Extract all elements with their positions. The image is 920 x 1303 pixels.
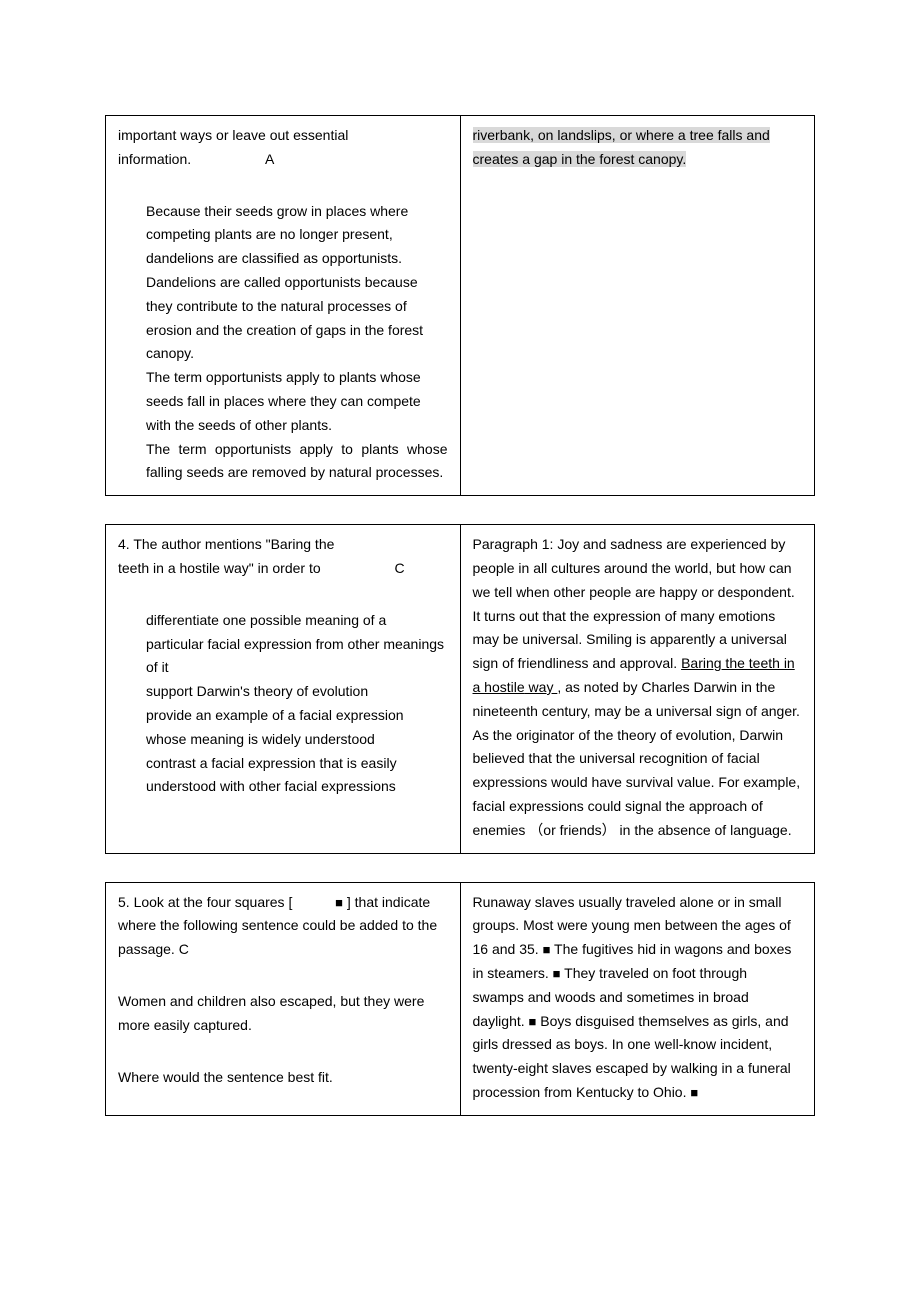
q5-inject-question: Where would the sentence best fit. [118,1066,448,1090]
q4-stem-line2: teeth in a hostile way" in order to C [118,557,448,581]
q3-option-b[interactable]: Dandelions are called opportunists becau… [146,271,448,366]
q4-option-c[interactable]: provide an example of a facial expressio… [146,704,448,752]
q5-passage: Runaway slaves usually traveled alone or… [473,891,803,1105]
q3-option-d[interactable]: The term opportunists apply to plants wh… [146,438,448,486]
q3-answer-letter: A [265,148,274,172]
question-5-left: 5. Look at the four squares [ ■ ] that i… [106,883,461,1115]
square-icon: ■ [335,895,343,910]
q5-stem: 5. Look at the four squares [ ■ ] that i… [118,891,448,962]
question-4-right: Paragraph 1: Joy and sadness are experie… [461,525,815,852]
q4-option-a[interactable]: differentiate one possible meaning of a … [146,609,448,680]
q5-stem-a: 5. Look at the four squares [ [118,894,292,910]
q3-options: Because their seeds grow in places where… [118,200,448,486]
q4-passage: Paragraph 1: Joy and sadness are experie… [473,533,803,842]
q3-stem-text: information. [118,151,191,167]
q4-stem-text: teeth in a hostile way" in order to [118,560,321,576]
question-3-block: important ways or leave out essential in… [105,115,815,496]
question-5-block: 5. Look at the four squares [ ■ ] that i… [105,882,815,1116]
q3-option-c[interactable]: The term opportunists apply to plants wh… [146,366,448,437]
question-3-right: riverbank, on landslips, or where a tree… [461,116,815,495]
q4-underline-2: way [525,679,558,695]
question-4-left: 4. The author mentions "Baring the teeth… [106,525,461,852]
question-4-block: 4. The author mentions "Baring the teeth… [105,524,815,853]
square-icon-2[interactable]: ■ [553,966,561,981]
question-3-left: important ways or leave out essential in… [106,116,461,495]
q4-passage-post: , as noted by Charles Darwin in the nine… [473,679,801,838]
q4-stem-line1: 4. The author mentions "Baring the [118,533,448,557]
question-5-right: Runaway slaves usually traveled alone or… [461,883,815,1115]
q4-option-b[interactable]: support Darwin's theory of evolution [146,680,448,704]
q3-highlight: riverbank, on landslips, or where a tree… [473,127,770,167]
q4-answer-letter: C [395,557,405,581]
q4-options: differentiate one possible meaning of a … [118,609,448,799]
q3-option-a[interactable]: Because their seeds grow in places where… [146,200,448,271]
q4-option-d[interactable]: contrast a facial expression that is eas… [146,752,448,800]
square-icon-4[interactable]: ■ [690,1085,698,1100]
q4-passage-pre: Paragraph 1: Joy and sadness are experie… [473,536,795,671]
q3-stem-line1: important ways or leave out essential [118,124,448,148]
q5-inject-sentence: Women and children also escaped, but the… [118,990,448,1038]
q3-stem-line2: information. A [118,148,448,172]
q3-passage: riverbank, on landslips, or where a tree… [473,124,803,172]
